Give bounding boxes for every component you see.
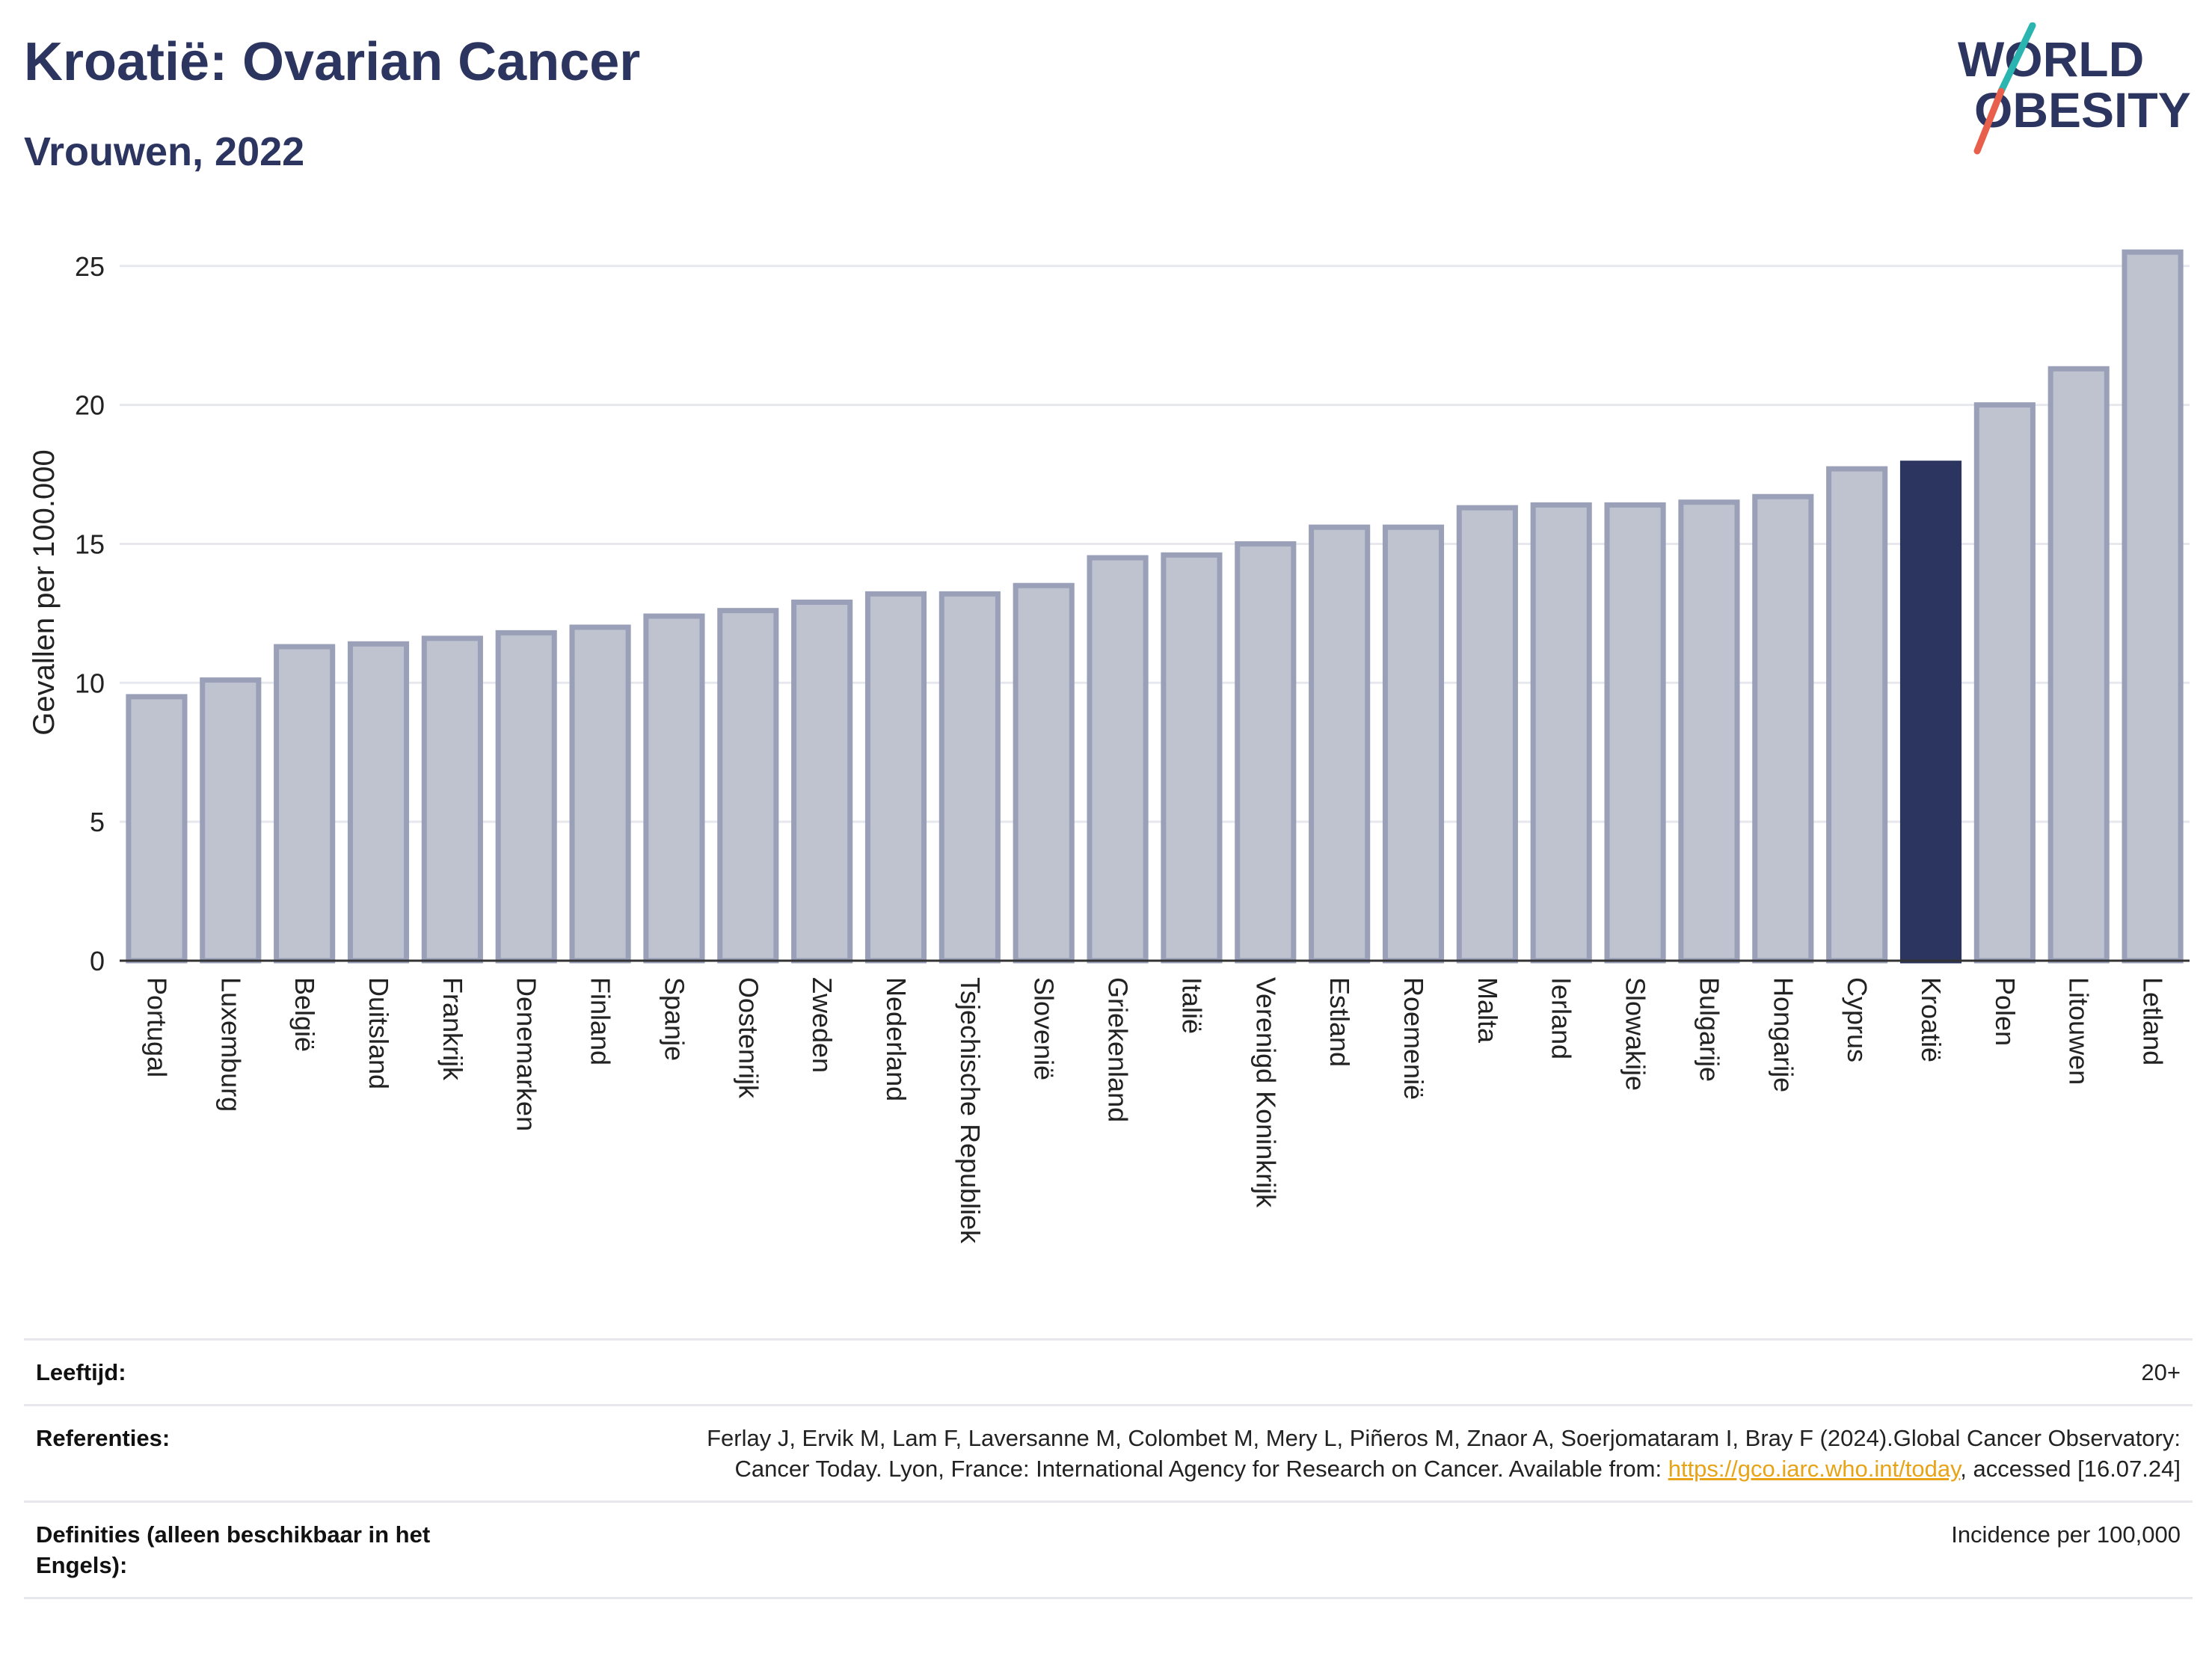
y-tick-label: 0 <box>90 946 105 976</box>
bar-slowakije <box>1604 502 1666 964</box>
page-subtitle: Vrouwen, 2022 <box>24 129 305 174</box>
y-tick-label: 20 <box>75 390 105 421</box>
page-title: Kroatië: Ovarian Cancer <box>24 32 641 92</box>
x-tick-label: Slovenië <box>1029 977 1060 1080</box>
bar-hongarije <box>1752 493 1814 964</box>
logo-slash-teal <box>1997 22 2036 95</box>
logo-slash-coral <box>1973 87 2005 155</box>
x-axis-labels: Portugal Luxemburg België Duitsland Frankrij… <box>141 977 2168 1244</box>
bar-bulgarije <box>1678 499 1740 964</box>
x-tick-label: Kroatië <box>1916 977 1947 1062</box>
x-tick-label: Hongarije <box>1768 977 1798 1092</box>
x-tick-label: Finland <box>586 977 616 1065</box>
logo-text-obesity: OBESITY <box>1974 82 2191 138</box>
bar-estland <box>1309 524 1371 964</box>
x-tick-label: Denemarken <box>511 977 542 1131</box>
definitions-value: Incidence per 100,000 <box>1951 1521 2181 1548</box>
bar-zweden <box>791 600 853 964</box>
bar-nederland <box>864 591 927 964</box>
bar-finland <box>569 624 631 964</box>
bar-denemarken <box>495 630 557 964</box>
bar-malta <box>1456 505 1518 964</box>
age-label: Leeftijd: <box>36 1359 126 1385</box>
y-tick-label: 25 <box>75 251 105 282</box>
x-tick-label: Letland <box>2138 977 2169 1065</box>
references-text: Ferlay J, Ervik M, Lam F, Laversanne M, … <box>707 1425 2181 1482</box>
bar-frankrijk <box>421 635 483 964</box>
x-tick-label: Cyprus <box>1842 977 1872 1062</box>
bar-portugal <box>126 694 188 964</box>
bar-tsjechische-republiek <box>938 591 1001 964</box>
bar-cyprus <box>1826 466 1888 964</box>
x-tick-label: Verenigd Koninkrijk <box>1250 977 1281 1208</box>
y-axis-title: Gevallen per 100.000 <box>28 449 61 736</box>
footer-row-references: Referenties: Ferlay J, Ervik M, Lam F, L… <box>24 1404 2193 1500</box>
bar-slovenië <box>1013 582 1075 964</box>
x-tick-label: Oostenrijk <box>733 977 764 1099</box>
bar-verenigd-koninkrijk <box>1235 541 1297 964</box>
x-tick-label: Ierland <box>1546 977 1577 1059</box>
x-tick-label: Roemenië <box>1398 977 1429 1100</box>
x-tick-label: Litouwen <box>2064 977 2095 1085</box>
x-tick-label: Nederland <box>881 977 912 1101</box>
footer-row-age: Leeftijd: 20+ <box>24 1338 2193 1404</box>
x-tick-label: Portugal <box>141 977 172 1077</box>
x-tick-label: Tsjechische Republiek <box>955 977 986 1244</box>
x-tick-label: Italië <box>1176 977 1207 1034</box>
logo-text-world: WORLD <box>1958 31 2144 87</box>
bar-letland <box>2122 249 2184 964</box>
x-tick-label: Estland <box>1324 977 1355 1067</box>
bar-duitsland <box>347 641 410 964</box>
references-suffix: , accessed [16.07.24] <box>1960 1456 2181 1482</box>
x-tick-label: Griekenland <box>1103 977 1134 1122</box>
bar-oostenrijk <box>717 608 779 964</box>
x-tick-label: Duitsland <box>363 977 394 1089</box>
world-obesity-logo: WORLD OBESITY <box>1958 22 2191 155</box>
bar-italië <box>1161 552 1223 964</box>
bar-luxemburg <box>200 677 262 964</box>
x-tick-label: Slowakije <box>1620 977 1651 1091</box>
x-tick-label: Polen <box>1990 977 2021 1046</box>
y-tick-label: 15 <box>75 529 105 559</box>
definitions-label: Definities (alleen beschikbaar in het En… <box>36 1521 431 1578</box>
references-link[interactable]: https://gco.iarc.who.int/today <box>1668 1456 1961 1482</box>
x-tick-label: Frankrijk <box>437 977 468 1081</box>
age-value: 20+ <box>2141 1359 2181 1385</box>
x-tick-label: België <box>289 977 320 1052</box>
bar-kroatië <box>1899 461 1962 964</box>
x-tick-label: Luxemburg <box>215 977 246 1112</box>
references-value: Ferlay J, Ervik M, Lam F, Laversanne M, … <box>648 1423 2181 1484</box>
y-tick-label: 5 <box>90 807 105 837</box>
bar-ierland <box>1530 502 1592 964</box>
x-tick-label: Bulgarije <box>1694 977 1724 1082</box>
x-tick-label: Zweden <box>807 977 838 1073</box>
footer-row-definitions: Definities (alleen beschikbaar in het En… <box>24 1500 2193 1599</box>
y-tick-label: 10 <box>75 668 105 698</box>
x-tick-label: Malta <box>1472 977 1503 1044</box>
bar-chart: 0 5 10 15 20 25 Portugal Luxemburg België Duitsl… <box>28 249 2190 1244</box>
bar-roemenië <box>1382 524 1445 964</box>
references-label: Referenties: <box>36 1425 170 1451</box>
bars <box>126 249 2184 964</box>
bar-griekenland <box>1087 555 1149 964</box>
bar-litouwen <box>2047 366 2110 964</box>
bar-spanje <box>643 613 705 964</box>
bar-belgië <box>274 644 336 964</box>
bar-polen <box>1973 402 2036 964</box>
y-axis-ticks: 0 5 10 15 20 25 <box>75 251 105 976</box>
x-tick-label: Spanje <box>659 977 689 1061</box>
footer-table: Leeftijd: 20+ Referenties: Ferlay J, Erv… <box>24 1338 2193 1599</box>
